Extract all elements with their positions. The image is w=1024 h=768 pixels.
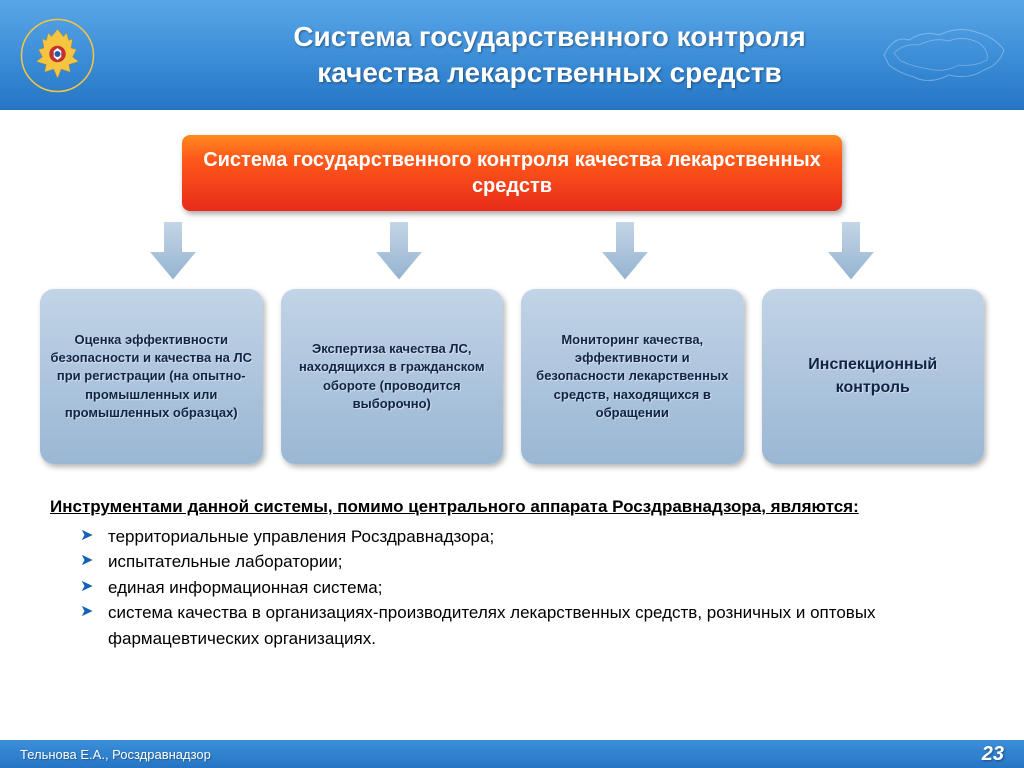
emblem-icon	[20, 18, 95, 93]
footer-author: Тельнова Е.А., Росздравнадзор	[20, 747, 211, 762]
arrows-row	[60, 219, 964, 289]
main-topic-box: Система государственного контроля качест…	[182, 135, 842, 211]
list-item: территориальные управления Росздравнадзо…	[80, 524, 974, 550]
instruments-list: территориальные управления Росздравнадзо…	[50, 524, 974, 652]
category-box: Оценка эффективности безопасности и каче…	[40, 289, 263, 464]
slide-title: Система государственного контроля качест…	[95, 19, 1004, 92]
category-boxes-row: Оценка эффективности безопасности и каче…	[40, 289, 984, 464]
slide-content: Система государственного контроля качест…	[0, 110, 1024, 651]
category-box: Экспертиза качества ЛС, находящихся в гр…	[281, 289, 504, 464]
arrow-down-icon	[821, 219, 881, 284]
main-topic-text: Система государственного контроля качест…	[203, 149, 821, 197]
instruments-title: Инструментами данной системы, помимо цен…	[50, 494, 974, 520]
arrow-down-icon	[143, 219, 203, 284]
slide-footer: Тельнова Е.А., Росздравнадзор 23	[0, 740, 1024, 768]
title-line-1: Система государственного контроля	[293, 21, 805, 52]
category-box-text: Экспертиза качества ЛС, находящихся в гр…	[291, 340, 494, 413]
list-item: испытательные лаборатории;	[80, 549, 974, 575]
category-box: Инспекционный контроль	[762, 289, 985, 464]
instruments-section: Инструментами данной системы, помимо цен…	[50, 494, 974, 651]
footer-page-number: 23	[982, 743, 1004, 766]
slide-header: Система государственного контроля качест…	[0, 0, 1024, 110]
list-item-text: единая информационная система;	[108, 578, 382, 597]
title-line-2: качества лекарственных средств	[317, 57, 781, 88]
arrow-down-icon	[595, 219, 655, 284]
list-item-text: система качества в организациях-производ…	[108, 603, 876, 648]
category-box-text: Мониторинг качества, эффективности и без…	[531, 331, 734, 422]
category-box: Мониторинг качества, эффективности и без…	[521, 289, 744, 464]
list-item: единая информационная система;	[80, 575, 974, 601]
list-item: система качества в организациях-производ…	[80, 600, 974, 651]
category-box-text: Оценка эффективности безопасности и каче…	[50, 331, 253, 422]
list-item-text: испытательные лаборатории;	[108, 552, 342, 571]
category-box-text: Инспекционный контроль	[772, 354, 975, 399]
map-watermark-icon	[879, 15, 1009, 95]
list-item-text: территориальные управления Росздравнадзо…	[108, 527, 494, 546]
arrow-down-icon	[369, 219, 429, 284]
